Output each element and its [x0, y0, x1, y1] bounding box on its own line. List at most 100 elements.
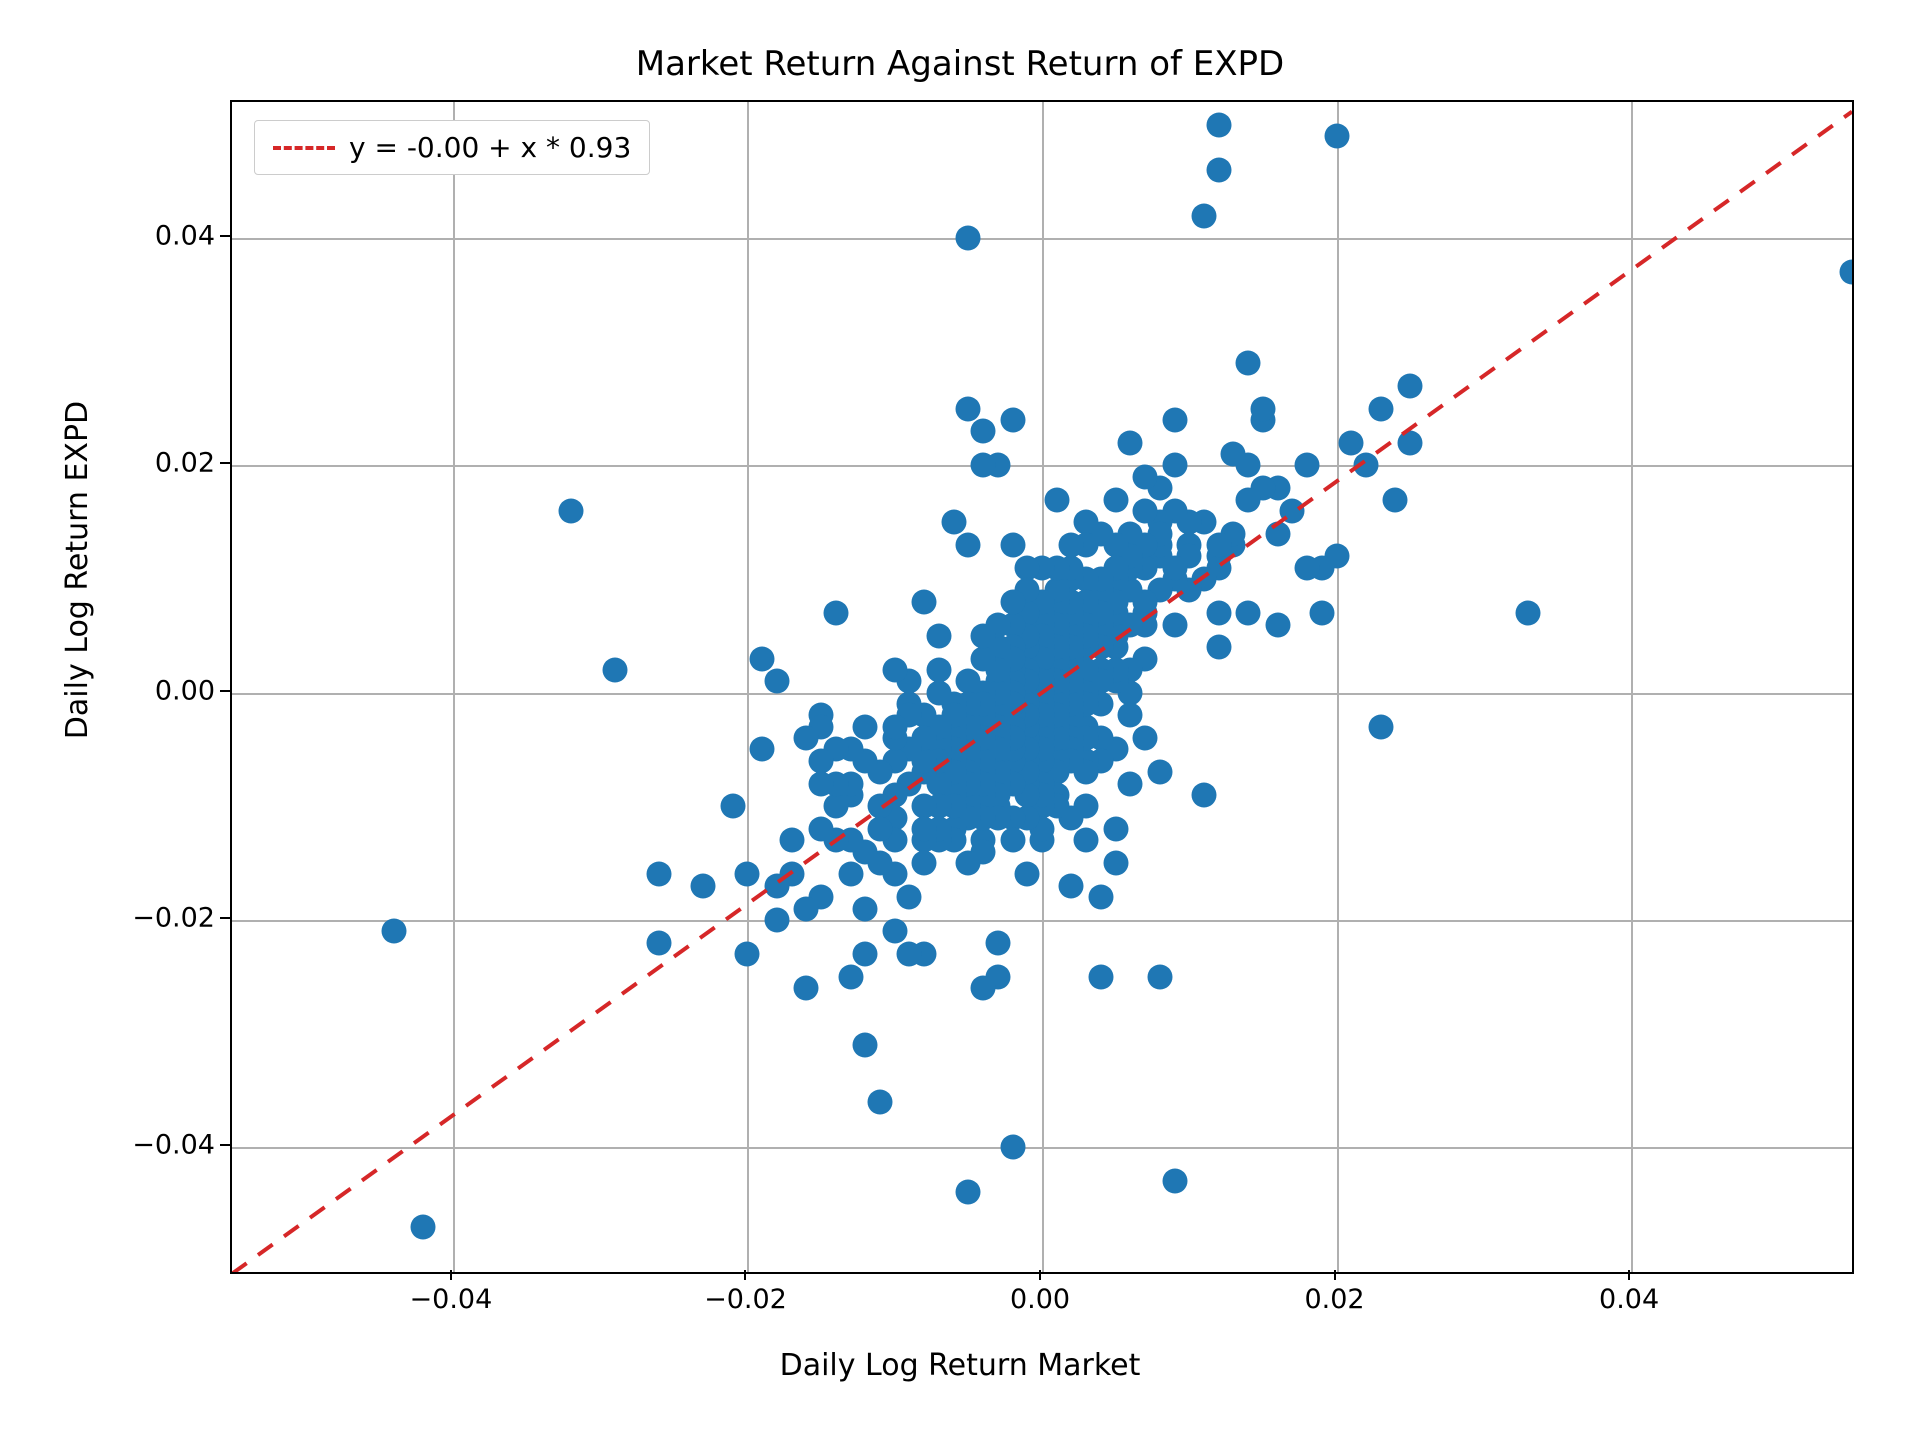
scatter-point [1192, 782, 1217, 807]
scatter-point [868, 1089, 893, 1114]
scatter-point [1103, 851, 1128, 876]
y-tick-mark [220, 462, 230, 464]
scatter-point [823, 794, 848, 819]
y-tick-label: 0.04 [120, 221, 215, 252]
scatter-point [1840, 260, 1855, 285]
gridline-horizontal [232, 465, 1852, 467]
scatter-point [779, 828, 804, 853]
scatter-point [1000, 828, 1025, 853]
x-tick-label: −0.04 [410, 1284, 493, 1315]
scatter-point [1265, 612, 1290, 637]
scatter-point [1103, 487, 1128, 512]
scatter-point [1206, 158, 1231, 183]
scatter-point [1236, 601, 1261, 626]
scatter-point [1236, 351, 1261, 376]
scatter-point [912, 589, 937, 614]
scatter-point [647, 930, 672, 955]
scatter-point [794, 976, 819, 1001]
scatter-point [1000, 533, 1025, 558]
scatter-point [1309, 601, 1334, 626]
scatter-point [1368, 714, 1393, 739]
scatter-point [1000, 408, 1025, 433]
scatter-point [647, 862, 672, 887]
x-tick-mark [1334, 1270, 1336, 1280]
x-tick-label: 0.00 [1010, 1284, 1070, 1315]
scatter-point [912, 794, 937, 819]
x-tick-label: 0.02 [1304, 1284, 1364, 1315]
y-tick-label: −0.02 [120, 902, 215, 933]
scatter-point [1088, 964, 1113, 989]
scatter-point [1265, 521, 1290, 546]
legend: y = -0.00 + x * 0.93 [254, 120, 650, 175]
scatter-point [985, 930, 1010, 955]
scatter-point [823, 601, 848, 626]
y-tick-label: −0.04 [120, 1130, 215, 1161]
scatter-point [926, 680, 951, 705]
scatter-point [809, 771, 834, 796]
y-tick-mark [220, 1144, 230, 1146]
scatter-point [1074, 510, 1099, 535]
scatter-point [1133, 464, 1158, 489]
scatter-point [853, 896, 878, 921]
scatter-point [1206, 533, 1231, 558]
scatter-point [558, 498, 583, 523]
y-tick-mark [220, 690, 230, 692]
scatter-point [897, 885, 922, 910]
gridline-vertical [747, 102, 749, 1272]
scatter-point [764, 907, 789, 932]
scatter-point [1368, 396, 1393, 421]
gridline-vertical [1337, 102, 1339, 1272]
scatter-point [1147, 760, 1172, 785]
scatter-point [750, 737, 775, 762]
scatter-point [912, 816, 937, 841]
scatter-point [882, 919, 907, 944]
scatter-point [868, 794, 893, 819]
scatter-point [735, 862, 760, 887]
y-tick-mark [220, 235, 230, 237]
scatter-point [838, 964, 863, 989]
scatter-point [1206, 112, 1231, 137]
scatter-point [1280, 498, 1305, 523]
scatter-point [735, 941, 760, 966]
scatter-point [1118, 430, 1143, 455]
scatter-point [956, 533, 981, 558]
x-tick-mark [450, 1270, 452, 1280]
gridline-vertical [453, 102, 455, 1272]
scatter-point [956, 226, 981, 251]
scatter-point [1118, 703, 1143, 728]
scatter-point [956, 669, 981, 694]
scatter-point [926, 657, 951, 682]
scatter-point [912, 851, 937, 876]
scatter-point [809, 748, 834, 773]
scatter-point [1250, 396, 1275, 421]
scatter-point [1118, 771, 1143, 796]
scatter-point [882, 657, 907, 682]
scatter-point [853, 941, 878, 966]
scatter-point [382, 919, 407, 944]
scatter-point [853, 714, 878, 739]
scatter-point [1295, 453, 1320, 478]
y-axis-label: Daily Log Return EXPD [60, 270, 95, 870]
scatter-point [1236, 487, 1261, 512]
plot-area: y = -0.00 + x * 0.93 [230, 100, 1854, 1274]
scatter-point [1103, 816, 1128, 841]
scatter-point [1354, 453, 1379, 478]
scatter-point [794, 726, 819, 751]
scatter-point [838, 862, 863, 887]
x-tick-label: 0.04 [1599, 1284, 1659, 1315]
scatter-point [1295, 555, 1320, 580]
scatter-point [1162, 1169, 1187, 1194]
scatter-point [1192, 203, 1217, 228]
scatter-point [971, 623, 996, 648]
scatter-point [1059, 533, 1084, 558]
scatter-point [1383, 487, 1408, 512]
scatter-point [1398, 430, 1423, 455]
scatter-point [411, 1214, 436, 1239]
scatter-point [794, 896, 819, 921]
scatter-point [750, 646, 775, 671]
y-tick-label: 0.00 [120, 675, 215, 706]
scatter-point [897, 941, 922, 966]
chart-title: Market Return Against Return of EXPD [0, 44, 1920, 84]
scatter-point [882, 714, 907, 739]
gridline-horizontal [232, 238, 1852, 240]
